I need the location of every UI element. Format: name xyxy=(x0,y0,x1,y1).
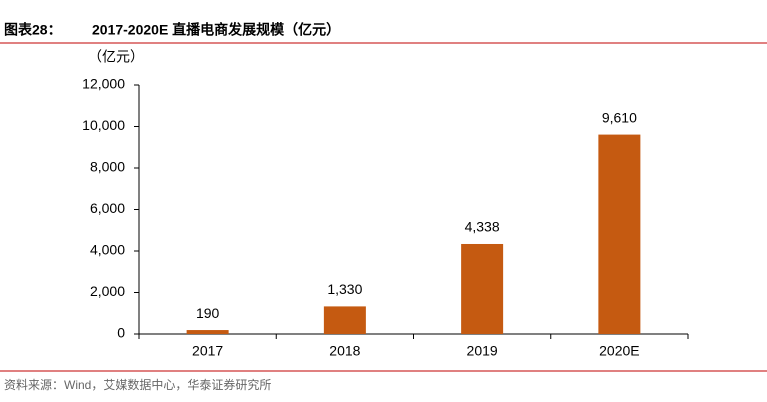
chart-title: 2017-2020E 直播电商发展规模（亿元） xyxy=(92,22,340,38)
source: 资料来源：Wind，艾媒数据中心，华泰证券研究所 xyxy=(4,377,271,392)
figure-label: 图表28： xyxy=(4,22,62,38)
x-tick-label: 2020E xyxy=(599,343,639,359)
y-tick-label: 0 xyxy=(117,325,125,341)
bar xyxy=(323,306,366,334)
y-tick-label: 8,000 xyxy=(90,159,125,175)
value-label: 1,330 xyxy=(327,281,362,297)
value-label: 9,610 xyxy=(602,109,637,125)
x-tick-label: 2019 xyxy=(467,343,498,359)
bar xyxy=(461,243,504,334)
y-tick-label: 10,000 xyxy=(82,117,125,133)
bar xyxy=(598,134,641,334)
value-label: 190 xyxy=(196,305,220,321)
x-tick-label: 2017 xyxy=(192,343,223,359)
y-tick-label: 4,000 xyxy=(90,242,125,258)
y-tick-label: 2,000 xyxy=(90,283,125,299)
y-tick-label: 12,000 xyxy=(82,76,125,92)
value-label: 4,338 xyxy=(465,219,500,235)
unit-label: （亿元） xyxy=(88,49,144,65)
y-tick-label: 6,000 xyxy=(90,200,125,216)
bar xyxy=(186,330,229,334)
x-tick-label: 2018 xyxy=(329,343,360,359)
